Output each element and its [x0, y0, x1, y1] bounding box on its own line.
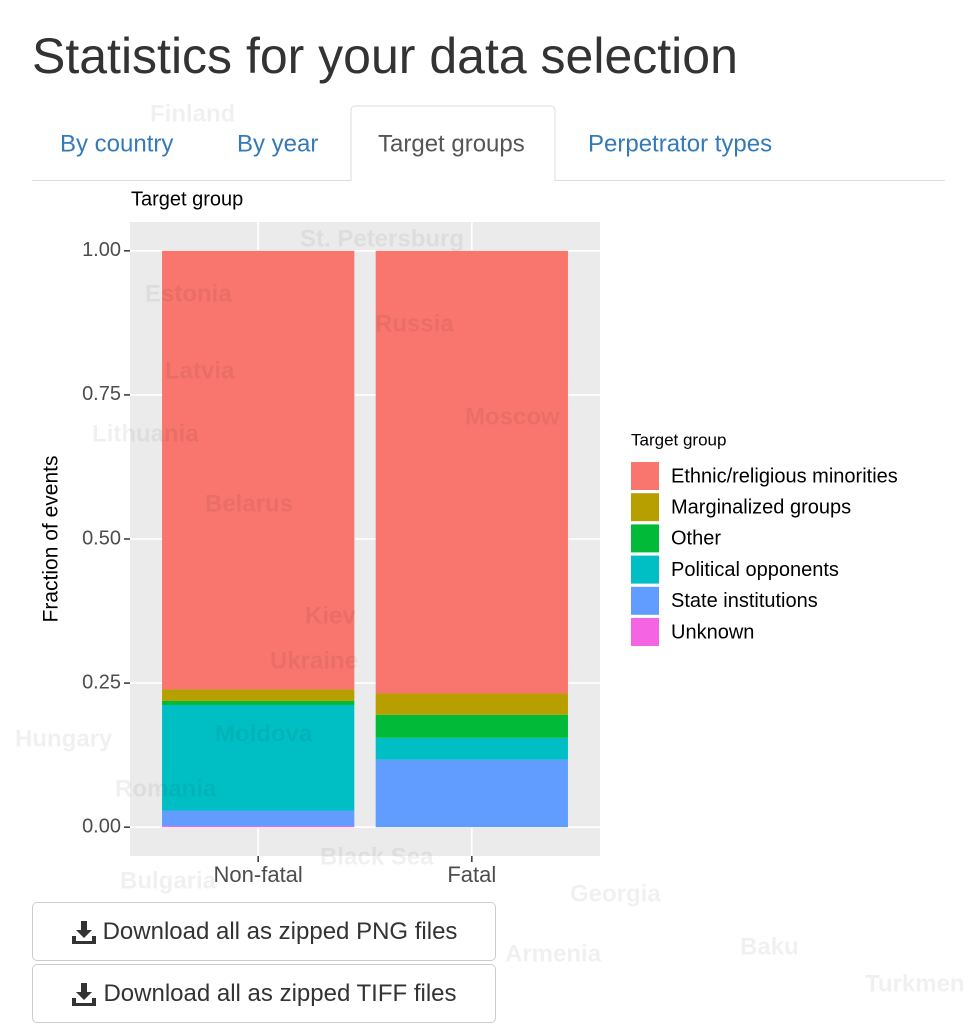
map-label: Ukraine	[270, 647, 358, 674]
map-label: Estonia	[145, 280, 232, 307]
legend-label: Other	[671, 528, 721, 550]
map-label: Armenia	[505, 940, 602, 967]
legend-label: Marginalized groups	[671, 496, 851, 518]
bar-segment	[375, 250, 568, 694]
map-label: Georgia	[570, 880, 661, 907]
y-tick-label: 0.25	[82, 671, 121, 693]
bar-segment	[375, 714, 568, 738]
map-label: Finland	[150, 100, 235, 127]
download-icon	[72, 982, 97, 1006]
tab[interactable]: By country	[60, 130, 173, 157]
y-tick-label: 1.00	[82, 239, 121, 261]
download-icon	[71, 920, 96, 944]
legend-key	[631, 555, 659, 584]
legend-label: State institutions	[671, 590, 818, 612]
x-tick-label: Non-fatal	[214, 862, 303, 887]
map-label: Moldova	[215, 720, 313, 747]
y-tick-label: 0.75	[82, 383, 121, 405]
legend-title: Target group	[631, 430, 726, 449]
button-label: Download all as zipped PNG files	[102, 917, 458, 945]
legend-key	[631, 618, 659, 646]
chart-title: Target group	[131, 188, 243, 210]
x-tick-label: Fatal	[447, 862, 496, 887]
y-axis-label: Fraction of events	[40, 456, 63, 623]
active-tab-border	[350, 105, 556, 181]
legend-key	[631, 462, 659, 490]
bar-segment	[162, 826, 355, 828]
bar-segment	[375, 759, 568, 828]
bar-segment	[162, 810, 355, 827]
download-png-button[interactable]: Download all as zipped PNG files	[32, 902, 496, 961]
legend-label: Unknown	[671, 621, 754, 643]
bar-segment	[375, 693, 568, 715]
map-label: Kiev	[305, 602, 356, 629]
map-label: St. Petersburg	[300, 225, 464, 252]
map-label: Latvia	[165, 357, 235, 384]
bar-segment	[162, 704, 355, 811]
map-label: Hungary	[15, 725, 113, 752]
tab[interactable]: By year	[237, 130, 318, 157]
legend-label: Ethnic/religious minorities	[671, 465, 898, 487]
page-title: Statistics for your data selection	[32, 28, 738, 84]
map-label: Romania	[115, 775, 217, 802]
bar-segment	[375, 737, 568, 760]
legend-key	[631, 586, 659, 615]
legend-label: Political opponents	[671, 559, 839, 581]
button-label: Download all as zipped TIFF files	[103, 979, 457, 1007]
map-label: Moscow	[465, 403, 560, 430]
map-label: Lithuania	[92, 420, 199, 447]
map-label: Baku	[740, 933, 799, 960]
bar-segment	[162, 700, 355, 705]
tab[interactable]: Perpetrator types	[588, 130, 772, 157]
map-label: Turkmen	[865, 970, 965, 997]
map-label: Russia	[375, 310, 454, 337]
y-tick-label: 0.50	[82, 527, 121, 549]
bar-segment	[162, 689, 355, 701]
map-label: Belarus	[205, 490, 293, 517]
legend-key	[631, 493, 659, 522]
bar-segment	[162, 250, 355, 690]
legend-key	[631, 524, 659, 553]
map-label: Black Sea	[320, 843, 434, 870]
y-tick-label: 0.00	[82, 815, 121, 837]
download-tiff-button[interactable]: Download all as zipped TIFF files	[32, 964, 496, 1023]
tab[interactable]: Target groups	[378, 130, 525, 157]
map-label: Bulgaria	[120, 867, 217, 894]
